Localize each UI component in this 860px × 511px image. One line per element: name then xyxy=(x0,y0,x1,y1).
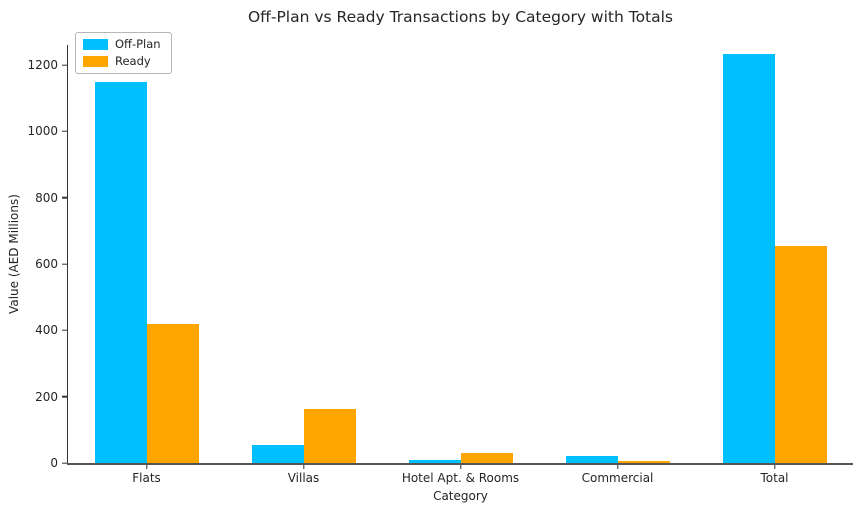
y-tick-label: 400 xyxy=(35,323,58,338)
bar-group-total: Total xyxy=(696,45,853,485)
x-tick-label: Commercial xyxy=(581,471,654,485)
x-tick-label: Flats xyxy=(132,471,161,485)
bar-group-villas: Villas xyxy=(225,45,382,485)
x-tick-mark xyxy=(145,465,148,469)
legend-color-chip xyxy=(83,55,108,67)
x-tick-mark xyxy=(616,465,619,469)
x-axis-spine xyxy=(66,463,853,465)
legend-label: Ready xyxy=(115,53,151,68)
bar-off-plan xyxy=(94,81,147,463)
bar-group-commercial: Commercial xyxy=(539,45,696,485)
legend: Off-Plan Ready xyxy=(75,32,172,74)
chart-title: Off-Plan vs Ready Transactions by Catego… xyxy=(247,8,674,26)
y-tick-mark xyxy=(61,329,67,332)
y-tick-mark xyxy=(61,130,67,132)
y-tick-label: 1000 xyxy=(27,124,58,139)
bar-off-plan xyxy=(722,53,775,463)
plot-area: 0 200 400 600 800 1000 1200 Flats Villas Hotel A… xyxy=(27,32,853,485)
y-tick-label: 1200 xyxy=(27,57,58,72)
x-tick-mark xyxy=(773,465,776,469)
x-axis-label: Category xyxy=(433,489,488,503)
x-tick-mark xyxy=(459,465,462,469)
legend-item-ready: Ready xyxy=(83,53,161,68)
legend-item-off-plan: Off-Plan xyxy=(83,37,161,51)
x-tick-label: Hotel Apt. & Rooms xyxy=(401,471,520,485)
bar-ready xyxy=(303,408,356,463)
x-tick-mark xyxy=(302,465,305,469)
bar-off-plan xyxy=(565,456,618,463)
y-tick-label: 0 xyxy=(50,456,58,470)
x-tick-label: Total xyxy=(760,471,789,485)
y-axis-spine xyxy=(66,45,68,465)
y-tick-mark xyxy=(61,64,67,66)
legend-color-chip xyxy=(83,39,108,51)
bar-off-plan xyxy=(408,460,461,463)
y-tick-mark xyxy=(61,462,67,464)
bars-container: Flats Villas Hotel Apt. & Rooms Commercial T… xyxy=(68,45,853,485)
y-axis-label: Value (AED Millions) xyxy=(7,194,21,314)
bar-ready xyxy=(460,453,513,463)
bar-ready xyxy=(774,245,827,463)
bar-ready xyxy=(617,460,670,463)
y-tick-label: 600 xyxy=(35,256,58,271)
legend-label: Off-Plan xyxy=(115,37,161,51)
y-tick-mark xyxy=(61,395,67,398)
bar-group-flats: Flats xyxy=(68,45,225,485)
y-tick-label: 200 xyxy=(35,389,58,404)
bar-ready xyxy=(146,323,199,463)
bar-off-plan xyxy=(251,444,304,463)
y-tick-label: 800 xyxy=(35,190,58,205)
y-tick-mark xyxy=(61,263,67,265)
x-tick-label: Villas xyxy=(287,471,320,485)
bar-group-hotel-apt-rooms: Hotel Apt. & Rooms xyxy=(382,45,539,485)
y-tick-mark xyxy=(61,196,67,199)
